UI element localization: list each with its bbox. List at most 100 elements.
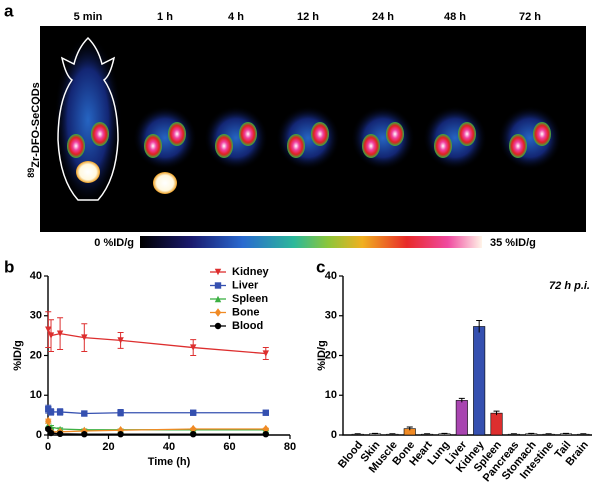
x-axis-label: Time (h) — [148, 456, 191, 468]
error-bar — [458, 397, 465, 403]
marker — [47, 408, 55, 416]
y-tick-label: 0 — [331, 429, 337, 441]
marker — [81, 431, 88, 438]
kidney — [287, 134, 305, 158]
y-tick-label: 20 — [30, 349, 42, 361]
marker — [45, 416, 52, 426]
legend-marker — [214, 268, 222, 276]
legend-label: Spleen — [232, 293, 268, 305]
error-bar — [476, 320, 483, 333]
mouse-body — [133, 106, 197, 170]
legend-label: Liver — [232, 279, 259, 291]
time-label: 5 min — [74, 11, 103, 23]
marker — [56, 330, 64, 337]
time-label: 4 h — [228, 11, 244, 23]
kidney — [168, 122, 186, 146]
mouse-body — [54, 35, 122, 205]
marker — [262, 431, 269, 438]
marker — [81, 334, 88, 341]
panel-label: b — [4, 257, 14, 276]
mouse-outline — [57, 36, 119, 201]
pet-images — [54, 35, 562, 205]
marker — [117, 337, 124, 344]
marker — [56, 430, 64, 438]
x-tick-label: 40 — [163, 441, 175, 453]
kidney — [215, 134, 233, 158]
mouse-body — [351, 106, 415, 170]
error-bar — [406, 426, 413, 431]
marker — [190, 424, 197, 434]
bladder — [153, 172, 177, 194]
x-tick-label: 80 — [284, 441, 296, 453]
error-bar — [372, 432, 379, 435]
time-label: 1 h — [157, 11, 173, 23]
error-bar — [545, 433, 552, 435]
marker — [117, 409, 124, 416]
marker — [56, 408, 64, 416]
y-axis-label: %ID/g — [316, 340, 328, 371]
x-tick-label: 60 — [223, 441, 235, 453]
error-bar — [493, 410, 500, 416]
time-label: 24 h — [372, 11, 394, 23]
mouse-body — [423, 106, 487, 170]
panel-label: c — [316, 257, 325, 276]
kidney — [386, 122, 404, 146]
y-tick-label: 40 — [30, 270, 42, 282]
kidney — [434, 134, 452, 158]
colorbar-min: 0 %ID/g — [94, 237, 134, 249]
y-tick-label: 10 — [325, 389, 337, 401]
x-tick-label: 0 — [45, 441, 51, 453]
time-label: 48 h — [444, 11, 466, 23]
series-line — [47, 408, 266, 415]
y-tick-label: 10 — [30, 389, 42, 401]
error-bar — [354, 433, 361, 435]
marker — [262, 424, 269, 434]
series-line — [47, 329, 266, 355]
kidney — [458, 122, 476, 146]
error-bar — [389, 433, 396, 435]
marker — [190, 344, 197, 351]
kidney — [311, 122, 329, 146]
kidney — [533, 122, 551, 146]
x-tick-label: 20 — [102, 441, 114, 453]
marker — [45, 326, 52, 333]
marker — [190, 431, 197, 438]
y-tick-label: 30 — [30, 310, 42, 322]
legend-label: Bone — [232, 306, 260, 318]
bar — [455, 400, 468, 436]
panel-label: a — [4, 1, 14, 20]
y-axis-label: %ID/g — [12, 340, 24, 371]
kidney — [509, 134, 527, 158]
agent-label: 89Zr-DFO-SeCQDs — [26, 82, 42, 178]
annotation: 72 h p.i. — [549, 280, 590, 292]
marker — [81, 410, 88, 417]
y-tick-label: 30 — [325, 310, 337, 322]
kidney — [239, 122, 257, 146]
kidney — [91, 122, 109, 146]
marker — [190, 409, 197, 416]
kidney — [362, 134, 380, 158]
kidney — [67, 134, 85, 158]
bar — [473, 326, 486, 436]
marker — [47, 332, 55, 339]
legend-marker — [214, 322, 222, 330]
bladder — [76, 161, 100, 183]
legend-label: Blood — [232, 320, 263, 332]
agent-superscript: 89 — [26, 168, 36, 178]
error-bar — [441, 432, 448, 435]
y-tick-label: 20 — [325, 349, 337, 361]
legend-marker — [214, 308, 222, 317]
y-tick-label: 0 — [36, 429, 42, 441]
time-label: 72 h — [519, 11, 541, 23]
error-bar — [424, 433, 431, 435]
y-tick-label: 40 — [325, 270, 337, 282]
kidney — [144, 134, 162, 158]
agent-name: Zr-DFO-SeCQDs — [30, 82, 42, 168]
marker — [262, 409, 269, 416]
colorbar-max: 35 %ID/g — [490, 237, 536, 249]
legend-marker — [214, 295, 222, 303]
marker — [117, 431, 124, 438]
mouse-body — [204, 106, 268, 170]
error-bar — [580, 433, 587, 435]
